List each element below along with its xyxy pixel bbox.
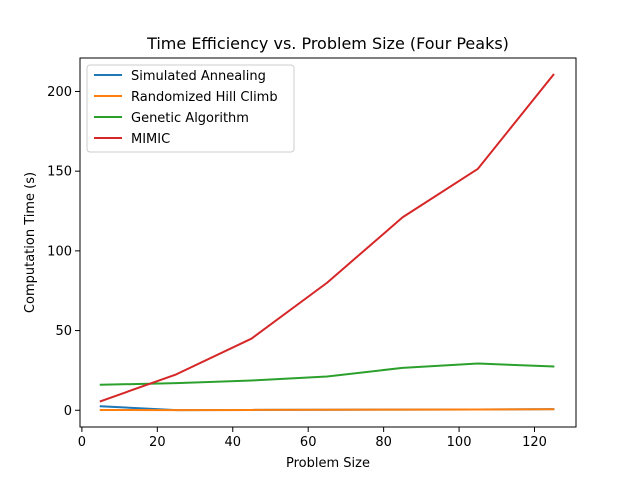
y-tick-label-3: 150 — [47, 165, 72, 180]
x-tick-label-6: 120 — [522, 435, 547, 450]
y-tick-label-2: 100 — [47, 244, 72, 259]
x-tick-label-4: 80 — [375, 435, 392, 450]
y-tick-label-4: 200 — [47, 85, 72, 100]
legend-label-3: MIMIC — [131, 132, 170, 147]
plot-frame — [79, 57, 577, 428]
legend-label-2: Genetic Algorithm — [131, 111, 249, 126]
legend-label-1: Randomized Hill Climb — [131, 90, 278, 105]
y-tick-label-1: 50 — [55, 324, 72, 339]
legend-box — [86, 64, 295, 153]
series-line-3 — [99, 73, 555, 403]
x-axis-label: Problem Size — [286, 456, 370, 471]
series-lines — [99, 73, 555, 412]
x-tick-label-1: 20 — [149, 435, 166, 450]
x-tick-label-2: 40 — [224, 435, 241, 450]
x-tick-label-5: 100 — [447, 435, 472, 450]
legend-label-0: Simulated Annealing — [131, 69, 266, 84]
x-tick-label-0: 0 — [78, 435, 86, 450]
x-tick-label-3: 60 — [300, 435, 317, 450]
y-axis-ticks: 0 50 100 150 200 — [47, 85, 80, 419]
series-line-1 — [99, 408, 555, 412]
chart-title: Time Efficiency vs. Problem Size (Four P… — [146, 34, 509, 53]
y-tick-label-0: 0 — [64, 404, 72, 419]
series-line-2 — [99, 362, 555, 386]
legend: Simulated Annealing Randomized Hill Climb… — [86, 64, 295, 153]
y-axis-label: Computation Time (s) — [23, 172, 38, 313]
x-axis-ticks: 0 20 40 60 80 100 120 — [78, 427, 547, 450]
